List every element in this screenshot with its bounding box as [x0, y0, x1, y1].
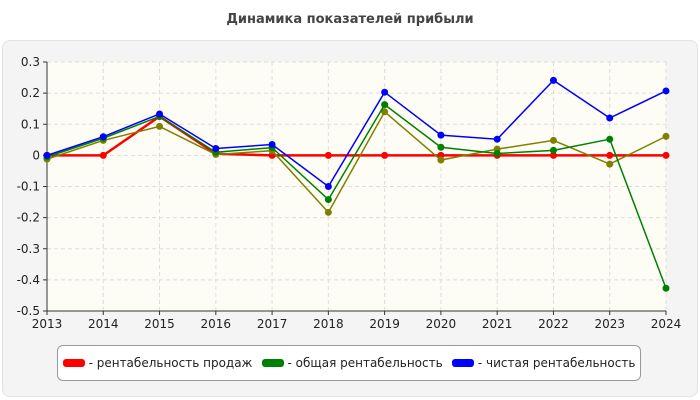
data-point: [606, 114, 614, 122]
data-point: [324, 151, 332, 159]
data-point: [493, 135, 501, 143]
data-point: [381, 151, 389, 159]
data-point: [493, 150, 501, 158]
data-point: [606, 135, 614, 143]
y-tick-label: -0.2: [17, 211, 40, 225]
data-point: [156, 110, 164, 118]
data-point: [324, 208, 332, 216]
x-tick-label: 2015: [144, 317, 175, 331]
y-tick-label: 0: [32, 148, 40, 162]
x-tick-label: 2023: [594, 317, 625, 331]
data-point: [606, 160, 614, 168]
legend-swatch: [451, 359, 474, 367]
legend: - рентабельность продаж - общая рентабел…: [57, 345, 641, 381]
data-point: [437, 131, 445, 139]
data-point: [381, 108, 389, 116]
data-point: [662, 87, 670, 95]
y-tick-label: -0.4: [17, 273, 40, 287]
legend-swatch: [261, 359, 284, 367]
legend-label: - чистая рентабельность: [477, 356, 636, 370]
legend-item: - общая рентабельность: [261, 356, 443, 370]
series-line: [46, 79, 667, 188]
x-tick-label: 2013: [32, 317, 63, 331]
legend-item: - чистая рентабельность: [451, 356, 636, 370]
data-point: [662, 132, 670, 140]
data-point: [324, 183, 332, 190]
data-point: [549, 76, 557, 84]
legend-label: - общая рентабельность: [287, 356, 443, 370]
data-point: [156, 122, 164, 130]
series-line: [46, 103, 667, 289]
y-tick-label: 0.3: [21, 55, 40, 69]
chart-title: Динамика показателей прибыли: [226, 12, 474, 27]
y-tick-label: -0.1: [17, 180, 40, 194]
data-point: [99, 133, 107, 141]
data-point: [99, 151, 107, 159]
y-tick-label: 0.2: [21, 86, 40, 100]
data-point: [549, 151, 557, 159]
x-tick-label: 2018: [313, 317, 344, 331]
x-tick-label: 2024: [651, 317, 682, 331]
data-point: [662, 284, 670, 292]
data-point: [437, 143, 445, 151]
x-tick-label: 2019: [369, 317, 400, 331]
x-tick-label: 2014: [88, 317, 119, 331]
data-point: [437, 156, 445, 164]
series-line: [47, 114, 666, 157]
data-point: [381, 101, 389, 109]
data-point: [662, 151, 670, 159]
x-tick-label: 2016: [201, 317, 232, 331]
y-tick-label: -0.3: [17, 242, 40, 256]
data-point: [381, 88, 389, 96]
y-tick-label: -0.5: [17, 304, 40, 318]
data-point: [324, 196, 332, 204]
legend-label: - рентабельность продаж: [88, 356, 253, 370]
x-tick-label: 2017: [257, 317, 288, 331]
data-point: [549, 136, 557, 144]
x-tick-label: 2020: [426, 317, 457, 331]
x-tick-label: 2021: [482, 317, 513, 331]
data-point: [212, 145, 220, 153]
data-point: [606, 151, 614, 159]
legend-swatch: [62, 359, 85, 367]
data-point: [268, 140, 276, 148]
series-line: [46, 110, 667, 214]
y-tick-label: 0.1: [21, 117, 40, 131]
data-point: [43, 151, 51, 159]
x-tick-label: 2022: [538, 317, 569, 331]
data-point: [549, 146, 557, 154]
legend-item: - рентабельность продаж: [62, 356, 253, 370]
